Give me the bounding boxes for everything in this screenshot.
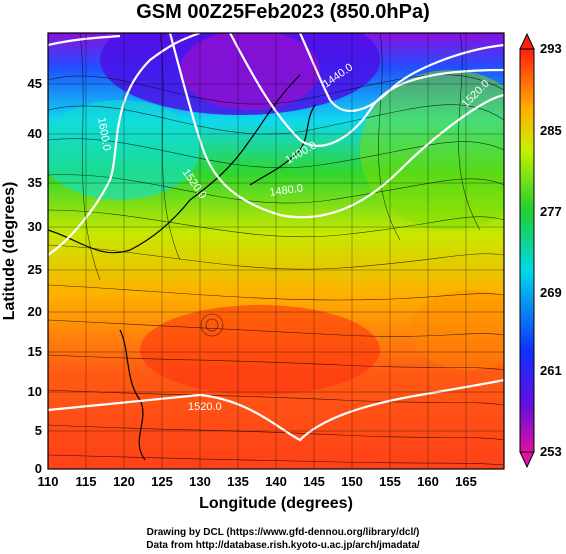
y-tick: 15	[28, 344, 42, 359]
y-axis-label: Latitude (degrees)	[1, 182, 18, 321]
map-title: GSM 00Z25Feb2023 (850.0hPa)	[136, 1, 430, 23]
y-tick: 35	[28, 175, 42, 190]
x-tick: 135	[227, 474, 249, 489]
x-tick: 160	[417, 474, 439, 489]
credit-drawing: Drawing by DCL (https://www.gfd-dennou.o…	[146, 527, 420, 538]
colorbar-tick: 285	[540, 123, 562, 138]
temperature-field: 1440.0 1480.0 1520.0 1600.0 1520.0 1520.…	[48, 33, 504, 469]
contour-label: 1600.0	[95, 116, 113, 151]
x-tick: 155	[379, 474, 401, 489]
colorbar: 293 285 277 269 261 253	[519, 32, 562, 469]
x-axis-label: Longitude (degrees)	[199, 495, 353, 512]
x-tick: 140	[265, 474, 287, 489]
x-tick: 145	[303, 474, 325, 489]
colorbar-tick: 261	[540, 363, 562, 378]
x-tick: 165	[455, 474, 477, 489]
colorbar-tick: 293	[540, 41, 562, 56]
x-tick: 120	[113, 474, 135, 489]
x-tick: 130	[189, 474, 211, 489]
y-tick: 25	[28, 262, 42, 277]
contour-label: 1520.0	[188, 401, 222, 413]
x-tick: 115	[76, 474, 97, 489]
y-tick: 0	[35, 461, 42, 476]
y-tick: 45	[28, 76, 42, 91]
streamlines	[48, 33, 504, 466]
x-tick-labels: 110 115 120 125 130 135 140 145 150 155 …	[38, 474, 477, 489]
x-tick: 150	[341, 474, 363, 489]
colorbar-ticks: 293 285 277 269 261 253	[540, 41, 562, 459]
contour-label: 1480.0	[269, 182, 304, 199]
y-tick: 5	[35, 423, 42, 438]
colorbar-tick: 277	[540, 204, 562, 219]
graticule	[48, 33, 504, 469]
colorbar-max-arrow	[519, 32, 535, 50]
x-tick: 110	[38, 474, 59, 489]
y-tick: 40	[28, 126, 42, 141]
height-contours	[48, 33, 504, 442]
x-tick: 125	[151, 474, 173, 489]
y-tick-labels: 0 5 10 15 20 25 30 35 40 45	[28, 76, 42, 476]
colorbar-tick: 253	[540, 444, 562, 459]
y-tick: 10	[28, 384, 42, 399]
y-tick: 20	[28, 304, 42, 319]
colorbar-min-arrow	[519, 451, 535, 469]
credit-data: Data from http://database.rish.kyoto-u.a…	[146, 540, 420, 551]
colorbar-tick: 269	[540, 285, 562, 300]
y-tick: 30	[28, 219, 42, 234]
plot-frame	[47, 32, 505, 470]
